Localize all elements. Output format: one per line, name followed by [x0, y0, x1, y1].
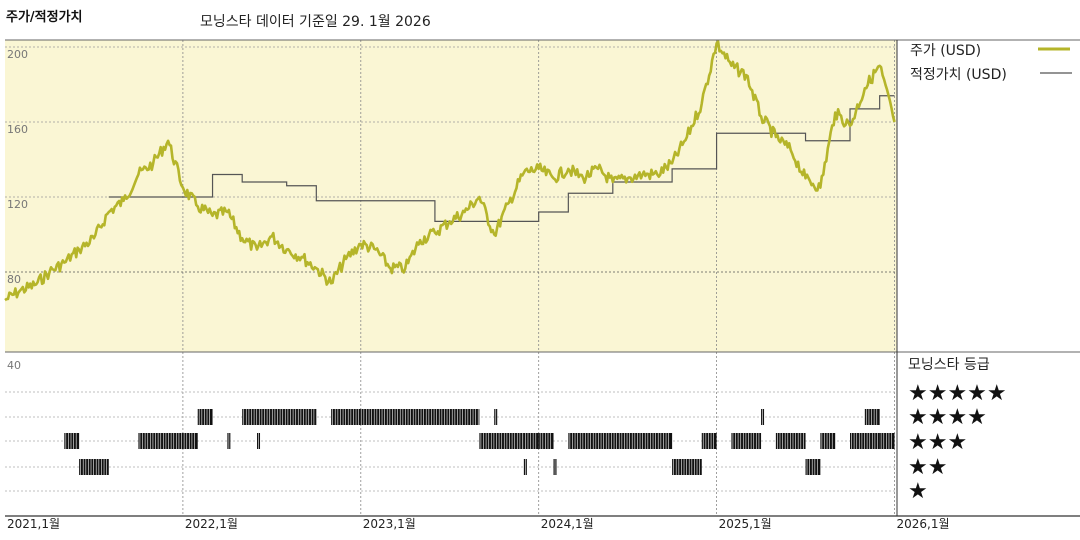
y-tick-label: 40: [7, 359, 21, 372]
y-tick-label: 160: [7, 123, 28, 136]
chart-subtitle: 모닝스타 데이터 기준일 29. 1월 2026: [200, 14, 431, 30]
x-axis-ticks: 2021,1월 2022,1월 2023,1월 2024,1월 2025,1월 2026,…: [7, 517, 950, 531]
y-tick-label: 120: [7, 198, 28, 211]
rating-level-3: ★★★: [908, 430, 967, 455]
rating-panel: 모닝스타 등급 ★★★★★ ★★★★ ★★★ ★★ ★: [908, 357, 1007, 504]
star-rating-bars: [64, 409, 895, 475]
rating-segment: [479, 433, 524, 449]
rating-segment: [850, 433, 880, 449]
rating-segment: [553, 459, 557, 475]
panel-title: 주가/적정가치: [6, 9, 83, 25]
legend-price-label: 주가 (USD): [910, 43, 981, 59]
rating-segment: [864, 409, 880, 425]
chart-legend: 주가 (USD) 적정가치 (USD): [910, 43, 1072, 83]
rating-segment: [331, 409, 480, 425]
rating-segment: [820, 433, 836, 449]
rating-segment: [761, 409, 765, 425]
y-axis-ticks: 200 160 120 80 40: [7, 48, 28, 372]
rating-segment: [775, 433, 806, 449]
rating-level-2: ★★: [908, 455, 947, 480]
x-tick-label: 2023,1월: [363, 517, 416, 531]
rating-segment: [79, 459, 109, 475]
y-tick-label: 200: [7, 48, 28, 61]
x-tick-label: 2026,1월: [896, 517, 949, 531]
rating-segment: [538, 433, 554, 449]
x-tick-label: 2024,1월: [541, 517, 594, 531]
rating-segment: [138, 433, 198, 449]
rating-segment: [568, 433, 673, 449]
rating-segment: [523, 459, 527, 475]
rating-segment: [805, 459, 821, 475]
rating-segment: [523, 433, 539, 449]
rating-segment: [242, 409, 317, 425]
rating-segment: [701, 433, 717, 449]
price-series-line: [4, 40, 896, 302]
rating-segment: [672, 459, 702, 475]
rating-segment: [64, 433, 80, 449]
rating-level-1: ★: [908, 479, 928, 504]
fair-value-series-line: [108, 95, 895, 222]
x-tick-label: 2025,1월: [719, 517, 772, 531]
x-tick-label: 2022,1월: [185, 517, 238, 531]
rating-level-5: ★★★★★: [908, 381, 1007, 406]
price-plot-area: [5, 40, 897, 352]
rating-segment: [731, 433, 762, 449]
legend-fair-value-label: 적정가치 (USD): [910, 67, 1007, 83]
rating-panel-title: 모닝스타 등급: [908, 357, 990, 373]
x-tick-label: 2021,1월: [7, 517, 60, 531]
rating-segment: [494, 409, 498, 425]
rating-segment: [197, 409, 213, 425]
rating-segment: [227, 433, 231, 449]
rating-segment: [257, 433, 261, 449]
rating-segment: [879, 433, 895, 449]
grid-lines: [5, 40, 897, 516]
y-tick-label: 80: [7, 273, 21, 286]
rating-level-4: ★★★★: [908, 405, 987, 430]
